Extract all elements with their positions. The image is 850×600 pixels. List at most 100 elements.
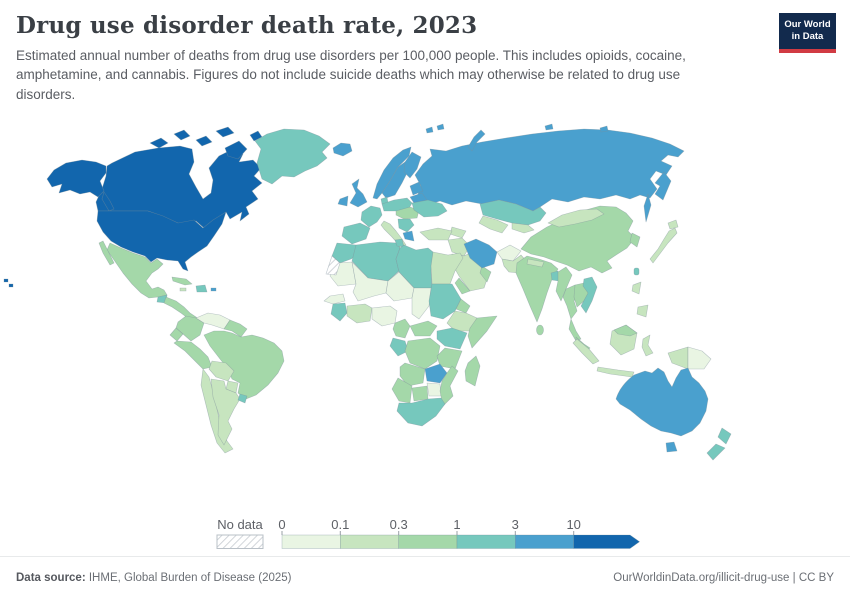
legend-tick-3: 3 <box>512 517 519 532</box>
region-new-zealand-south[interactable] <box>706 443 726 461</box>
region-zambia[interactable] <box>424 363 448 384</box>
region-western-sahara[interactable] <box>325 255 341 276</box>
region-philippines[interactable] <box>631 281 642 295</box>
region-west-africa-coast[interactable] <box>346 303 373 324</box>
region-sumatra[interactable] <box>572 338 600 365</box>
region-united-states[interactable] <box>96 210 227 272</box>
region-alaska[interactable] <box>46 159 107 198</box>
region-botswana[interactable] <box>411 385 429 402</box>
region-sri-lanka[interactable] <box>536 324 544 336</box>
region-philippines[interactable] <box>636 304 649 318</box>
region-uruguay[interactable] <box>237 393 248 404</box>
region-russia-arctic-islands[interactable] <box>599 125 609 133</box>
region-senegal[interactable] <box>323 293 346 305</box>
region-cuba[interactable] <box>171 276 193 286</box>
region-iceland[interactable] <box>332 142 353 157</box>
region-somalia[interactable] <box>467 315 498 349</box>
region-egypt[interactable] <box>430 251 464 285</box>
region-yemen[interactable] <box>454 277 471 295</box>
region-sudan[interactable] <box>428 283 462 320</box>
region-eastern-europe[interactable] <box>395 206 420 220</box>
region-gabon-congo[interactable] <box>389 337 409 357</box>
region-iran[interactable] <box>463 238 498 269</box>
region-tanzania[interactable] <box>436 347 463 370</box>
region-mongolia[interactable] <box>547 208 605 228</box>
region-jamaica[interactable] <box>179 287 187 292</box>
region-oman-uae[interactable] <box>479 265 492 283</box>
region-mexico[interactable] <box>106 242 168 299</box>
region-hawaii[interactable] <box>8 283 14 288</box>
region-korea[interactable] <box>629 232 641 248</box>
legend-bin-0.3-1[interactable] <box>398 534 458 549</box>
region-canada-arctic[interactable] <box>149 137 169 149</box>
region-dr-congo[interactable] <box>404 337 441 370</box>
region-norway[interactable] <box>372 146 412 200</box>
region-japan[interactable] <box>649 227 678 264</box>
region-peru[interactable] <box>173 340 213 370</box>
region-zimbabwe[interactable] <box>426 382 442 397</box>
region-tasmania[interactable] <box>665 441 678 453</box>
region-mozambique[interactable] <box>439 365 459 407</box>
region-hispaniola[interactable] <box>195 284 208 293</box>
region-alaska[interactable] <box>101 191 115 212</box>
region-hawaii[interactable] <box>3 278 9 283</box>
region-uganda-kenya[interactable] <box>436 327 468 350</box>
region-ukraine[interactable] <box>411 199 448 218</box>
region-france[interactable] <box>360 205 383 228</box>
region-baltics[interactable] <box>409 181 424 196</box>
region-puerto-rico[interactable] <box>210 287 217 292</box>
region-cameroon[interactable] <box>392 318 411 339</box>
region-united-kingdom[interactable] <box>349 178 368 208</box>
region-ireland[interactable] <box>337 195 349 207</box>
region-taiwan[interactable] <box>633 267 640 276</box>
region-japan-hokkaido[interactable] <box>667 219 679 230</box>
region-canada-arctic[interactable] <box>173 129 191 141</box>
region-turkey[interactable] <box>419 227 453 241</box>
map-legend: No data 0 0.1 0.3 <box>216 517 641 549</box>
region-russia-arctic-islands[interactable] <box>544 123 554 131</box>
region-svalbard[interactable] <box>436 123 445 131</box>
legend-bin-0.1-0.3[interactable] <box>339 534 399 549</box>
region-malaysia-borneo[interactable] <box>613 324 638 337</box>
region-papua-new-guinea[interactable] <box>687 346 712 370</box>
legend-bin-1-3[interactable] <box>456 534 516 549</box>
region-greenland[interactable] <box>254 128 331 185</box>
region-namibia[interactable] <box>391 377 413 404</box>
region-central-europe[interactable] <box>381 197 413 212</box>
region-novaya-zemlya[interactable] <box>467 129 486 152</box>
owid-logo-line1: Our World <box>784 19 831 30</box>
region-sulawesi[interactable] <box>641 334 654 357</box>
region-balkans[interactable] <box>397 218 415 233</box>
region-svalbard[interactable] <box>425 126 434 134</box>
region-kamchatka[interactable] <box>654 171 672 201</box>
region-new-zealand-north[interactable] <box>717 427 732 445</box>
region-afghanistan[interactable] <box>496 244 522 262</box>
region-canada-arctic[interactable] <box>215 126 235 138</box>
region-greece[interactable] <box>402 230 415 242</box>
region-central-african-republic[interactable] <box>409 320 438 337</box>
region-australia[interactable] <box>615 367 709 437</box>
legend-bin-0-0.1[interactable] <box>281 534 341 549</box>
region-iberia[interactable] <box>341 222 371 245</box>
region-guinea[interactable] <box>330 302 348 322</box>
region-india[interactable] <box>515 255 559 323</box>
region-kazakhstan[interactable] <box>479 199 547 226</box>
region-argentina[interactable] <box>210 378 241 446</box>
region-vietnam[interactable] <box>580 276 598 314</box>
region-finland[interactable] <box>403 151 422 179</box>
region-nepal[interactable] <box>526 258 545 268</box>
legend-bin-3-10[interactable] <box>514 534 574 549</box>
legend-bin-10-plus[interactable] <box>573 534 641 549</box>
owid-url-link[interactable]: OurWorldinData.org/illicit-drug-use <box>613 571 790 584</box>
region-kyrgyzstan-tajikistan[interactable] <box>511 222 535 234</box>
region-canada-arctic[interactable] <box>195 135 213 147</box>
region-madagascar[interactable] <box>464 355 481 387</box>
region-mali[interactable] <box>351 261 389 302</box>
region-sakhalin[interactable] <box>643 193 652 223</box>
region-canada-arctic[interactable] <box>224 140 248 160</box>
region-south-africa[interactable] <box>396 397 446 427</box>
region-baja-california[interactable] <box>98 240 115 266</box>
legend-no-data-swatch[interactable] <box>216 534 264 549</box>
region-turkmenistan-uzbekistan[interactable] <box>478 215 509 234</box>
